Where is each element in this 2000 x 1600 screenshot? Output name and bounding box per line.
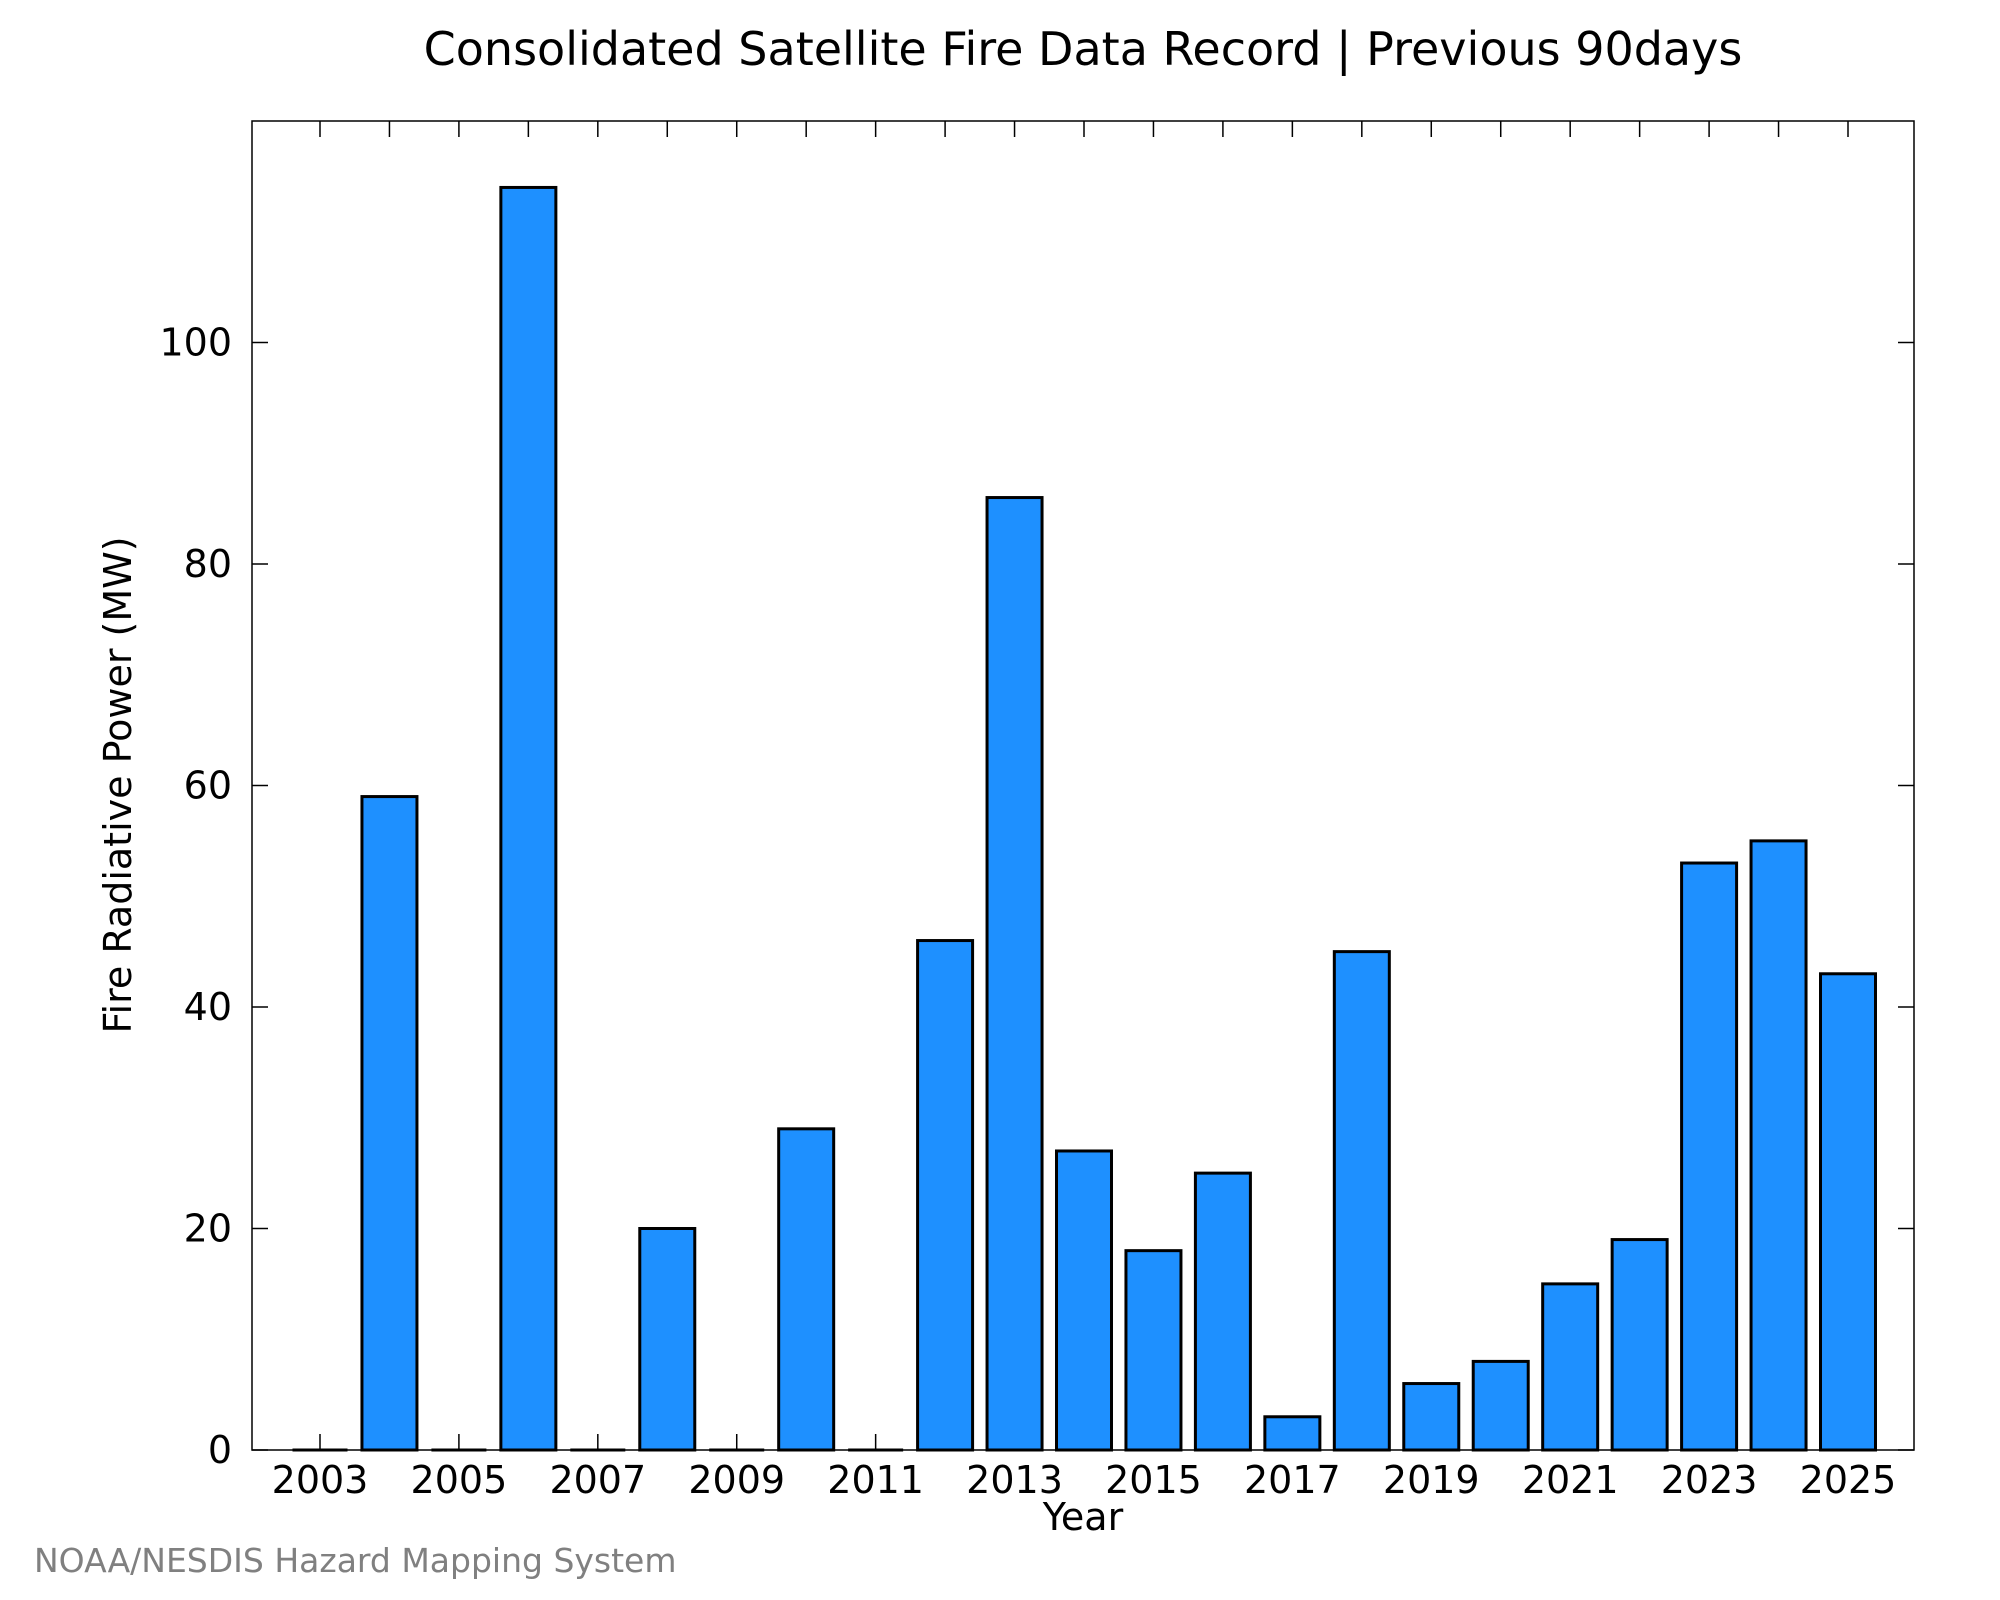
bar-2016	[1193, 1171, 1252, 1452]
bar-2024	[1749, 839, 1808, 1452]
y-tick-label: 80	[184, 542, 232, 586]
bar-2013	[985, 496, 1044, 1452]
bar-2022	[1610, 1238, 1669, 1452]
x-tick-labels: 2003 2005 2007 2009 2011 2013 2015 2017 2019 2021…	[272, 1458, 1897, 1502]
y-tick-label: 20	[184, 1207, 232, 1251]
credit-text: NOAA/NESDIS Hazard Mapping System	[34, 1541, 677, 1580]
chart-title: Consolidated Satellite Fire Data Record …	[424, 22, 1743, 77]
x-tick-label: 2007	[549, 1458, 646, 1502]
x-tick-label: 2023	[1661, 1458, 1758, 1502]
x-tick-label: 2025	[1800, 1458, 1897, 1502]
bar-2021	[1541, 1282, 1600, 1452]
bar-2018	[1332, 950, 1391, 1452]
x-tick-label: 2015	[1105, 1458, 1202, 1502]
x-tick-label: 2017	[1244, 1458, 1341, 1502]
bar-2004	[360, 795, 419, 1452]
bar-2006	[499, 185, 558, 1452]
y-tick-label: 0	[208, 1428, 232, 1472]
bar-2019	[1402, 1382, 1461, 1452]
bar-2014	[1055, 1149, 1113, 1452]
y-axis-label: Fire Radiative Power (MW)	[96, 536, 140, 1033]
y-tick-label: 60	[184, 764, 232, 808]
x-tick-label: 2019	[1383, 1458, 1480, 1502]
y-tick-labels: 0 20 40 60 80 100	[159, 321, 232, 1473]
bar-2023	[1680, 861, 1739, 1452]
bars	[292, 185, 1877, 1452]
bar-2025	[1819, 972, 1877, 1452]
x-tick-label: 2003	[272, 1458, 369, 1502]
x-tick-label: 2005	[411, 1458, 508, 1502]
x-tick-label: 2013	[966, 1458, 1063, 1502]
y-tick-label: 100	[159, 321, 232, 365]
bar-2015	[1124, 1249, 1183, 1452]
x-tick-label: 2011	[827, 1458, 924, 1502]
x-tick-label: 2009	[688, 1458, 785, 1502]
y-tick-label: 40	[184, 985, 232, 1029]
bar-2017	[1263, 1415, 1322, 1452]
x-axis-label: Year	[1042, 1495, 1124, 1539]
x-tick-label: 2021	[1522, 1458, 1619, 1502]
bar-2010	[777, 1127, 836, 1452]
bar-2008	[638, 1227, 697, 1452]
bar-2012	[916, 939, 975, 1452]
bar-2020	[1471, 1359, 1530, 1452]
